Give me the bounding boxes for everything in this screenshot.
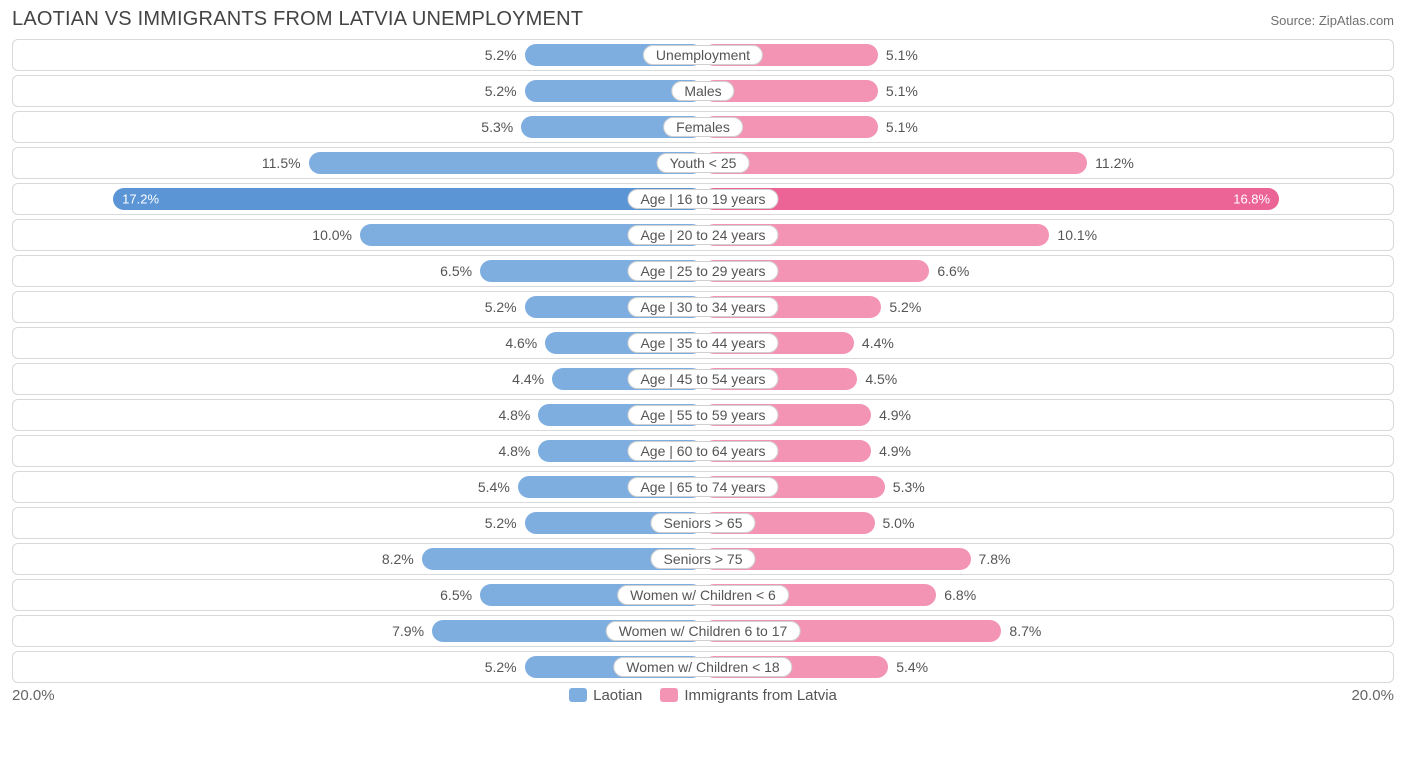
pct-right: 4.4% <box>862 335 894 351</box>
pct-right: 7.8% <box>979 551 1011 567</box>
pct-left: 11.5% <box>262 155 301 171</box>
pct-right: 5.1% <box>886 83 918 99</box>
pct-right: 11.2% <box>1095 155 1134 171</box>
legend-item-left: Laotian <box>569 687 642 704</box>
bar-right <box>703 188 1279 210</box>
legend-label-left: Laotian <box>593 687 642 704</box>
chart-row: 7.9% 8.7% Women w/ Children 6 to 17 <box>12 615 1394 647</box>
row-label: Age | 30 to 34 years <box>627 297 778 317</box>
pct-left: 6.5% <box>440 263 472 279</box>
row-label: Women w/ Children < 18 <box>613 657 792 677</box>
chart-source: Source: ZipAtlas.com <box>1270 13 1394 28</box>
pct-left: 7.9% <box>392 623 424 639</box>
row-label: Age | 65 to 74 years <box>627 477 778 497</box>
chart-row: 11.5% 11.2% Youth < 25 <box>12 147 1394 179</box>
row-label: Males <box>671 81 734 101</box>
chart-title: LAOTIAN VS IMMIGRANTS FROM LATVIA UNEMPL… <box>12 8 583 31</box>
chart-row: 5.2% 5.1% Males <box>12 75 1394 107</box>
pct-right: 4.9% <box>879 443 911 459</box>
pct-right: 5.1% <box>886 47 918 63</box>
row-label: Age | 25 to 29 years <box>627 261 778 281</box>
pct-right: 5.2% <box>889 299 921 315</box>
row-label: Age | 35 to 44 years <box>627 333 778 353</box>
chart-header: LAOTIAN VS IMMIGRANTS FROM LATVIA UNEMPL… <box>12 8 1394 31</box>
chart-footer: 20.0% Laotian Immigrants from Latvia 20.… <box>12 687 1394 704</box>
pct-left: 17.2% <box>122 192 159 207</box>
axis-max-left: 20.0% <box>12 687 55 704</box>
axis-max-right: 20.0% <box>1351 687 1394 704</box>
pct-right: 5.4% <box>896 659 928 675</box>
legend-swatch-right <box>660 688 678 702</box>
pct-right: 5.1% <box>886 119 918 135</box>
chart-row: 6.5% 6.6% Age | 25 to 29 years <box>12 255 1394 287</box>
pct-right: 16.8% <box>1233 192 1270 207</box>
row-label: Seniors > 75 <box>651 549 756 569</box>
pct-right: 4.9% <box>879 407 911 423</box>
pct-left: 6.5% <box>440 587 472 603</box>
chart-row: 4.8% 4.9% Age | 60 to 64 years <box>12 435 1394 467</box>
chart-row: 4.6% 4.4% Age | 35 to 44 years <box>12 327 1394 359</box>
row-label: Women w/ Children < 6 <box>617 585 789 605</box>
pct-left: 5.2% <box>485 47 517 63</box>
pct-left: 5.3% <box>481 119 513 135</box>
pct-right: 10.1% <box>1057 227 1097 243</box>
legend-swatch-left <box>569 688 587 702</box>
pct-left: 4.6% <box>505 335 537 351</box>
pct-right: 5.0% <box>883 515 915 531</box>
row-label: Age | 45 to 54 years <box>627 369 778 389</box>
chart-row: 5.2% 5.4% Women w/ Children < 18 <box>12 651 1394 683</box>
row-label: Seniors > 65 <box>651 513 756 533</box>
chart-row: 8.2% 7.8% Seniors > 75 <box>12 543 1394 575</box>
chart-row: 5.4% 5.3% Age | 65 to 74 years <box>12 471 1394 503</box>
pct-left: 4.8% <box>498 443 530 459</box>
chart-row: 5.2% 5.1% Unemployment <box>12 39 1394 71</box>
bar-right <box>703 152 1087 174</box>
pct-right: 8.7% <box>1009 623 1041 639</box>
chart-row: 4.4% 4.5% Age | 45 to 54 years <box>12 363 1394 395</box>
pct-left: 8.2% <box>382 551 414 567</box>
chart-row: 4.8% 4.9% Age | 55 to 59 years <box>12 399 1394 431</box>
row-label: Unemployment <box>643 45 763 65</box>
diverging-bar-chart: 5.2% 5.1% Unemployment 5.2% 5.1% Males 5.3% 5.1… <box>12 39 1394 683</box>
row-label: Age | 60 to 64 years <box>627 441 778 461</box>
row-label: Females <box>663 117 743 137</box>
chart-row: 10.0% 10.1% Age | 20 to 24 years <box>12 219 1394 251</box>
chart-row: 17.2% 16.8% Age | 16 to 19 years <box>12 183 1394 215</box>
legend: Laotian Immigrants from Latvia <box>569 687 837 704</box>
pct-left: 5.2% <box>485 299 517 315</box>
pct-right: 6.8% <box>944 587 976 603</box>
pct-left: 5.2% <box>485 659 517 675</box>
legend-item-right: Immigrants from Latvia <box>660 687 837 704</box>
row-label: Age | 55 to 59 years <box>627 405 778 425</box>
pct-right: 5.3% <box>893 479 925 495</box>
row-label: Youth < 25 <box>657 153 750 173</box>
row-label: Age | 16 to 19 years <box>627 189 778 209</box>
pct-left: 10.0% <box>312 227 352 243</box>
chart-row: 5.2% 5.0% Seniors > 65 <box>12 507 1394 539</box>
pct-right: 6.6% <box>937 263 969 279</box>
legend-label-right: Immigrants from Latvia <box>684 687 837 704</box>
chart-row: 5.3% 5.1% Females <box>12 111 1394 143</box>
chart-row: 6.5% 6.8% Women w/ Children < 6 <box>12 579 1394 611</box>
bar-left <box>113 188 703 210</box>
bar-left <box>309 152 703 174</box>
row-label: Age | 20 to 24 years <box>627 225 778 245</box>
pct-right: 4.5% <box>865 371 897 387</box>
pct-left: 5.2% <box>485 83 517 99</box>
pct-left: 4.4% <box>512 371 544 387</box>
pct-left: 5.2% <box>485 515 517 531</box>
chart-row: 5.2% 5.2% Age | 30 to 34 years <box>12 291 1394 323</box>
pct-left: 4.8% <box>498 407 530 423</box>
pct-left: 5.4% <box>478 479 510 495</box>
row-label: Women w/ Children 6 to 17 <box>606 621 801 641</box>
